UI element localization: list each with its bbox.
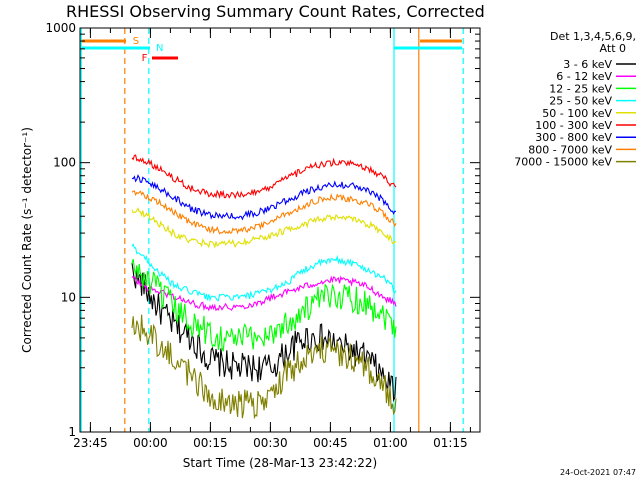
plot-frame <box>79 27 481 433</box>
x-tick-label: 00:30 <box>253 436 288 450</box>
y-tick-label: 1000 <box>45 21 76 35</box>
series-line-5 <box>131 154 397 200</box>
series-line-8 <box>131 314 397 420</box>
x-tick-label: 01:00 <box>373 436 408 450</box>
flag-label-f: F <box>142 53 148 64</box>
x-tick-label: 00:00 <box>133 436 168 450</box>
series-line-3 <box>131 243 397 303</box>
x-tick-label: 00:45 <box>313 436 348 450</box>
observing-flags: S NF <box>80 28 464 432</box>
x-tick-label: 01:15 <box>433 436 468 450</box>
legend-header-line-2: Att 0 <box>600 42 626 55</box>
legend-label: 25 - 50 keV <box>549 95 612 108</box>
y-tick-label: 100 <box>53 156 76 170</box>
legend-label: 50 - 100 keV <box>542 107 612 120</box>
axes: 1 10 100 1000 23:45 00:00 00:15 00:30 00:45 01:00… <box>45 21 481 450</box>
flag-label-s: S <box>133 36 139 47</box>
legend-label: 7000 - 15000 keV <box>514 156 612 169</box>
series-layer <box>131 154 397 420</box>
legend-label: 800 - 7000 keV <box>528 143 612 156</box>
legend-label: 6 - 12 keV <box>556 70 612 83</box>
legend-label: 300 - 800 keV <box>535 131 612 144</box>
series-line-0 <box>131 262 397 403</box>
flag-label-n: N <box>156 43 163 54</box>
x-axis-label: Start Time (28-Mar-13 23:42:22) <box>183 456 377 470</box>
series-line-6 <box>131 174 397 221</box>
y-axis-label: Corrected Count Rate (s⁻¹ detector⁻¹) <box>20 127 34 353</box>
chart-title: RHESSI Observing Summary Count Rates, Co… <box>66 2 485 21</box>
legend-header-line-1: Det 1,3,4,5,6,9, <box>550 30 636 43</box>
y-tick-label: 10 <box>61 290 76 304</box>
y-tick-label: 1 <box>68 425 76 439</box>
legend-label: 3 - 6 keV <box>563 58 612 71</box>
series-line-1 <box>131 275 397 312</box>
legend-label: 100 - 300 keV <box>535 119 612 132</box>
series-line-7 <box>131 190 397 235</box>
legend-label: 12 - 25 keV <box>549 82 612 95</box>
series-line-4 <box>131 207 397 249</box>
series-line-2 <box>131 258 397 352</box>
x-tick-label: 00:15 <box>193 436 228 450</box>
footer-date: 24-Oct-2021 07:47 <box>560 468 636 477</box>
x-tick-label: 23:45 <box>73 436 108 450</box>
